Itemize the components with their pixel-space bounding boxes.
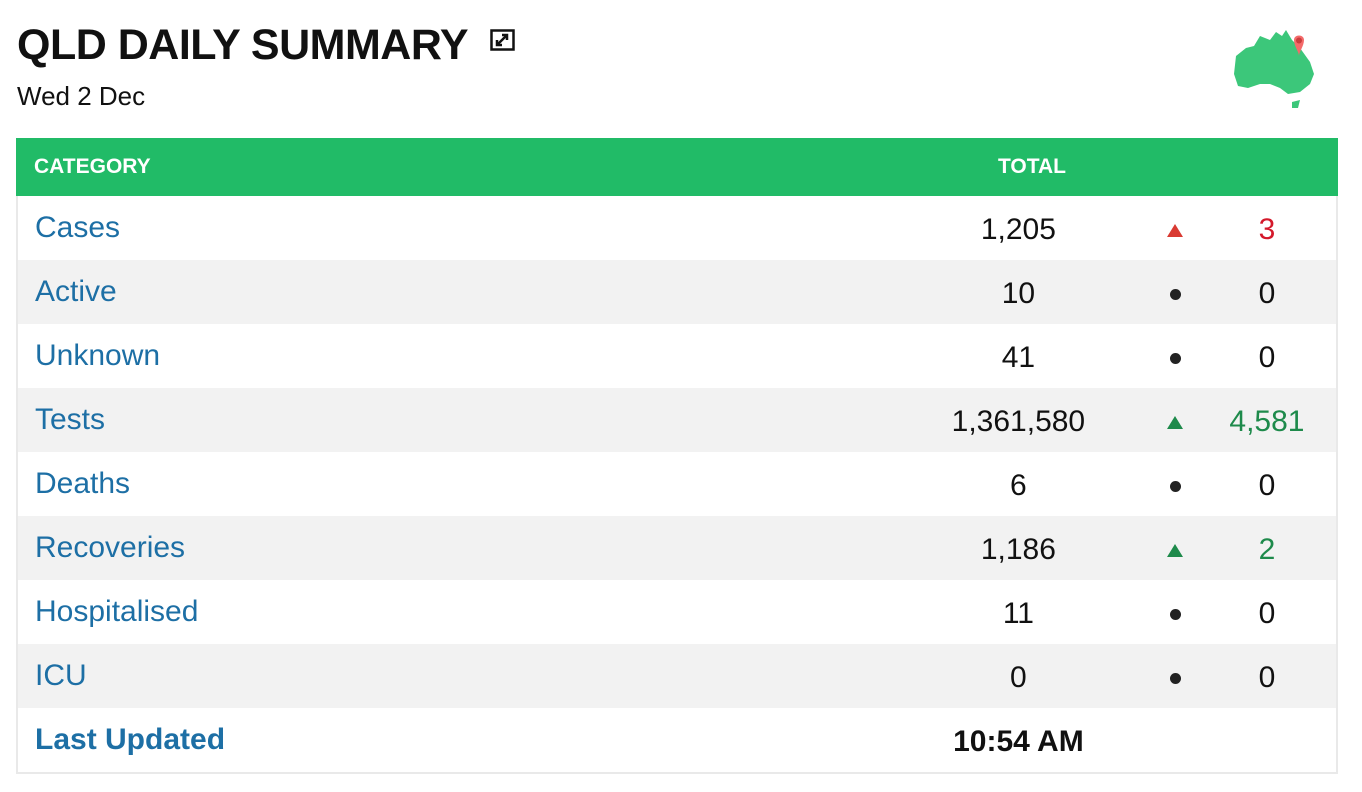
australia-map-pin-icon [1226, 26, 1322, 112]
change-value: 3 [1258, 213, 1276, 246]
total-value: 6 [1010, 469, 1027, 502]
trend-indicator [1153, 220, 1198, 237]
change-value: 0 [1258, 341, 1276, 374]
triangle-up-icon [1167, 543, 1184, 557]
trend-indicator [1153, 540, 1198, 557]
total-value: 1,205 [980, 213, 1056, 246]
category-link[interactable]: ICU [35, 659, 87, 692]
column-header-category: CATEGORY [34, 155, 151, 178]
trend-indicator [1153, 349, 1198, 364]
title-row: QLD DAILY SUMMARY [17, 20, 516, 70]
category-link[interactable]: Recoveries [35, 531, 186, 564]
trend-indicator [1153, 669, 1198, 684]
page-title: QLD DAILY SUMMARY [17, 21, 469, 69]
table-header: CATEGORY TOTAL [16, 138, 1338, 196]
table-row: Unknown 41 0 [18, 324, 1336, 388]
last-updated-row: Last Updated 10:54 AM [18, 708, 1336, 772]
trend-indicator [1153, 477, 1198, 492]
total-value: 41 [1001, 341, 1036, 374]
dot-icon [1169, 480, 1181, 492]
dot-icon [1169, 352, 1181, 364]
change-value: 0 [1258, 597, 1276, 630]
category-link[interactable]: Active [35, 275, 117, 308]
last-updated-label[interactable]: Last Updated [35, 723, 226, 756]
change-value: 0 [1258, 469, 1276, 502]
change-value: 0 [1258, 277, 1276, 310]
triangle-up-icon [1167, 415, 1184, 429]
table-row: ICU 0 0 [18, 644, 1336, 708]
expand-icon[interactable] [490, 27, 516, 53]
table-row: Recoveries 1,186 2 [18, 516, 1336, 580]
total-value: 0 [1010, 661, 1027, 694]
trend-indicator [1153, 412, 1198, 429]
total-value: 10 [1001, 277, 1036, 310]
total-value: 1,186 [980, 533, 1056, 566]
category-link[interactable]: Deaths [35, 467, 131, 500]
total-value: 1,361,580 [951, 405, 1086, 438]
category-link[interactable]: Hospitalised [35, 595, 199, 628]
change-value: 4,581 [1229, 405, 1305, 438]
category-link[interactable]: Tests [35, 403, 106, 436]
category-link[interactable]: Cases [35, 211, 121, 244]
last-updated-value: 10:54 AM [953, 725, 1084, 758]
dot-icon [1169, 608, 1181, 620]
change-value: 2 [1258, 533, 1276, 566]
table-row: Deaths 6 0 [18, 452, 1336, 516]
dot-icon [1169, 288, 1181, 300]
category-link[interactable]: Unknown [35, 339, 161, 372]
table-row: Hospitalised 11 0 [18, 580, 1336, 644]
change-value: 0 [1258, 661, 1276, 694]
triangle-up-icon [1167, 223, 1184, 237]
trend-indicator [1153, 285, 1198, 300]
trend-indicator [1153, 605, 1198, 620]
total-value: 11 [1002, 597, 1034, 630]
summary-table: CATEGORY TOTAL Cases 1,205 3 Active 10 0 Unkno… [16, 138, 1338, 774]
page-header: QLD DAILY SUMMARY Wed 2 Dec [0, 0, 1362, 138]
table-row: Cases 1,205 3 [18, 196, 1336, 260]
table-row: Tests 1,361,580 4,581 [18, 388, 1336, 452]
dot-icon [1169, 672, 1181, 684]
table-row: Active 10 0 [18, 260, 1336, 324]
table-body: Cases 1,205 3 Active 10 0 Unknown 41 0 Tests 1,361… [18, 196, 1336, 708]
column-header-total: TOTAL [997, 155, 1067, 178]
date-subtitle: Wed 2 Dec [17, 81, 146, 111]
